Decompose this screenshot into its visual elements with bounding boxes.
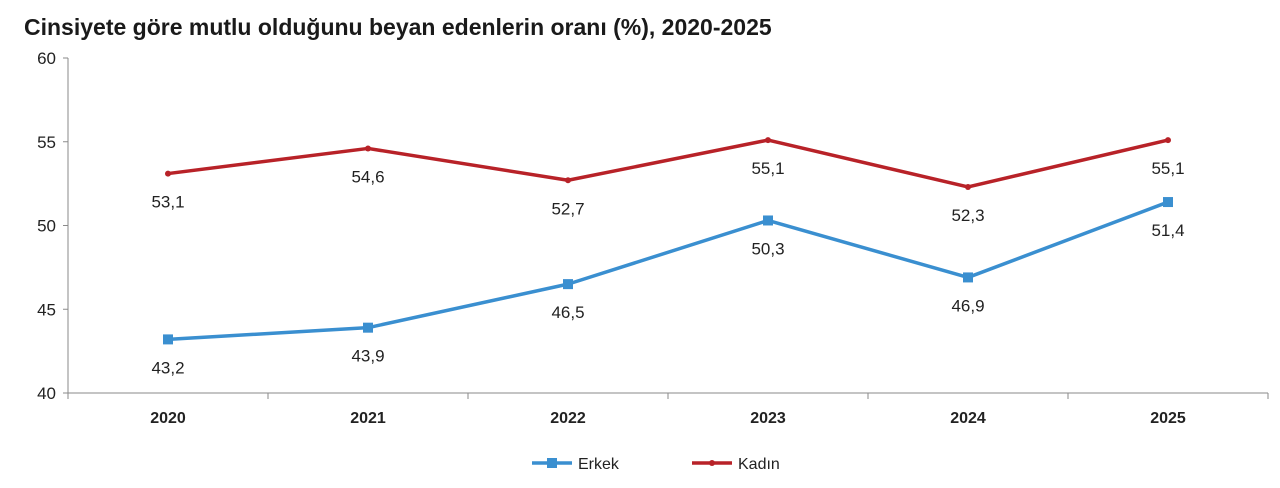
data-point-erkek bbox=[563, 279, 573, 290]
data-label-kad-n: 55,1 bbox=[751, 159, 784, 178]
x-tick-label: 2024 bbox=[950, 410, 986, 427]
data-point-kad-n bbox=[965, 183, 971, 190]
legend-label-kad-n: Kadın bbox=[738, 456, 780, 473]
data-label-kad-n: 52,3 bbox=[951, 206, 984, 225]
data-label-erkek: 46,9 bbox=[951, 296, 984, 315]
data-point-kad-n bbox=[1165, 137, 1171, 144]
data-point-erkek bbox=[363, 322, 373, 333]
legend-label-erkek: Erkek bbox=[578, 456, 620, 473]
x-tick-label: 2021 bbox=[350, 410, 386, 427]
y-tick-label: 40 bbox=[37, 384, 56, 403]
y-tick-label: 60 bbox=[37, 49, 56, 68]
data-label-erkek: 50,3 bbox=[751, 239, 784, 258]
data-point-kad-n bbox=[765, 137, 771, 144]
data-point-erkek bbox=[1163, 197, 1173, 208]
data-label-erkek: 46,5 bbox=[551, 303, 584, 322]
x-tick-label: 2022 bbox=[550, 410, 586, 427]
y-tick-label: 55 bbox=[37, 133, 56, 152]
legend-marker-kad-n bbox=[709, 460, 715, 466]
data-point-kad-n bbox=[165, 170, 171, 177]
x-tick-label: 2025 bbox=[1150, 410, 1186, 427]
y-tick-label: 50 bbox=[37, 217, 56, 236]
data-point-kad-n bbox=[565, 177, 571, 184]
x-tick-label: 2020 bbox=[150, 410, 186, 427]
y-tick-label: 45 bbox=[37, 300, 56, 319]
data-label-erkek: 43,2 bbox=[151, 358, 184, 377]
data-point-erkek bbox=[963, 272, 973, 283]
data-label-kad-n: 54,6 bbox=[351, 167, 384, 186]
data-label-kad-n: 52,7 bbox=[551, 199, 584, 218]
data-point-kad-n bbox=[365, 145, 371, 152]
data-label-kad-n: 55,1 bbox=[1151, 159, 1184, 178]
data-point-erkek bbox=[763, 215, 773, 226]
x-tick-label: 2023 bbox=[750, 410, 786, 427]
data-label-kad-n: 53,1 bbox=[151, 193, 184, 212]
series-line-kad-n bbox=[166, 138, 1170, 189]
legend-marker-erkek bbox=[547, 458, 557, 468]
data-label-erkek: 51,4 bbox=[1151, 221, 1184, 240]
chart-title: Cinsiyete göre mutlu olduğunu beyan eden… bbox=[24, 14, 772, 40]
data-point-erkek bbox=[163, 334, 173, 345]
data-label-erkek: 43,9 bbox=[351, 347, 384, 366]
series-line-erkek bbox=[166, 200, 1170, 342]
